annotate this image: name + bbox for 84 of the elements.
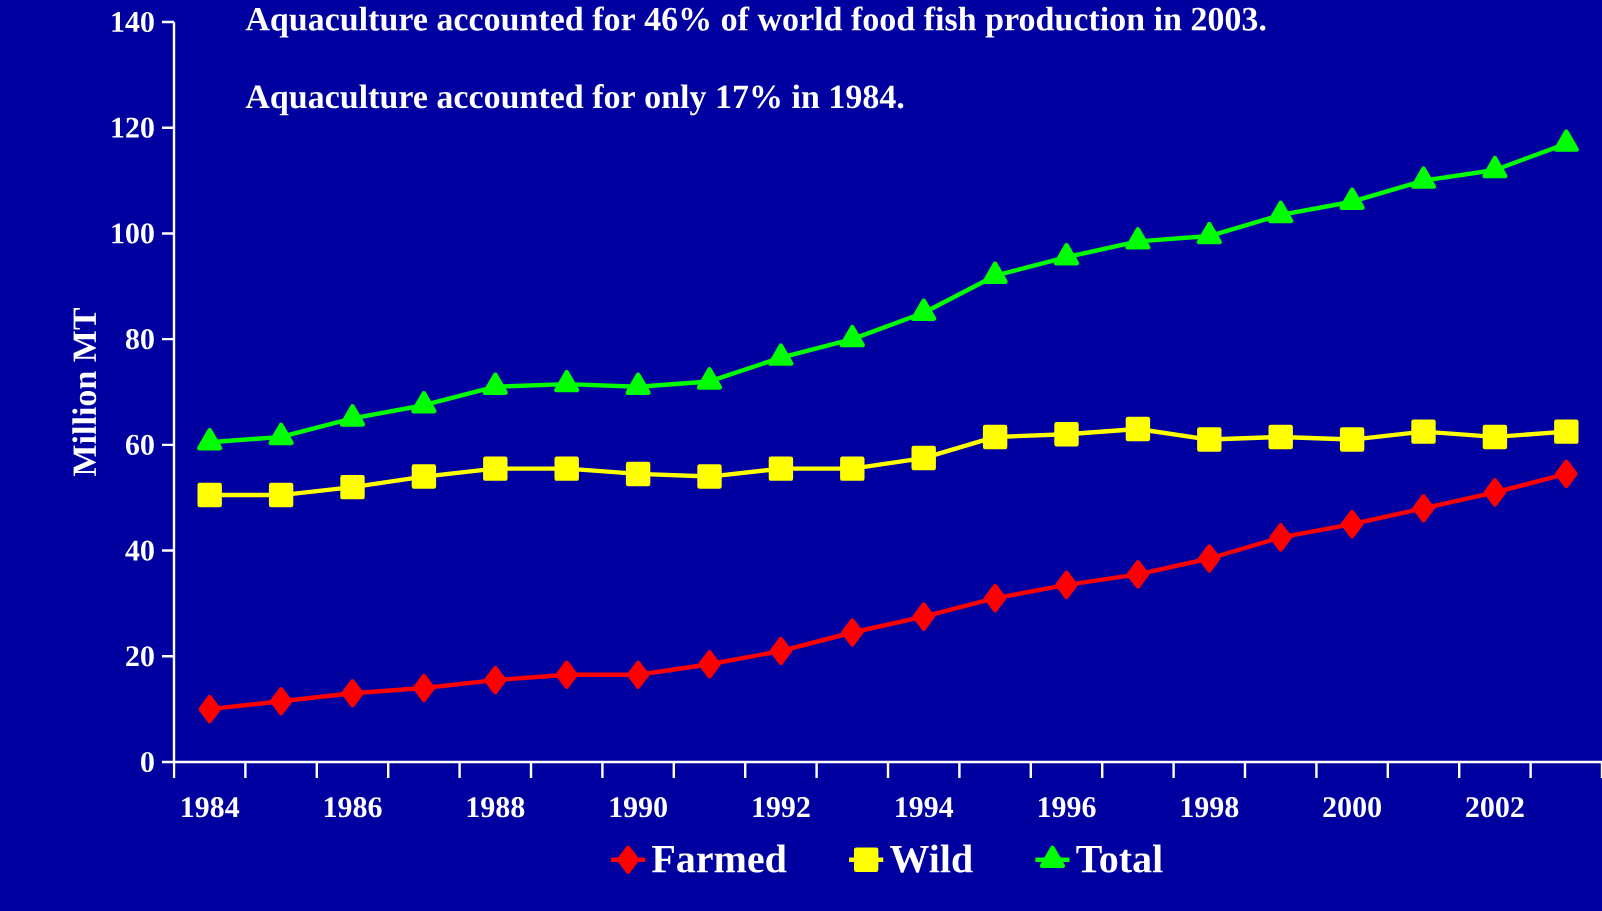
point (197, 428, 223, 451)
point (1126, 560, 1150, 589)
point (197, 482, 222, 508)
point (484, 665, 507, 695)
x-tick-label: 1994 (896, 797, 954, 818)
annotation: Aquaculture accounted for 46% of world food fish production in 2003. (245, 6, 1266, 38)
point (1340, 509, 1364, 539)
point (982, 261, 1008, 284)
point (269, 687, 293, 716)
point (1198, 544, 1221, 573)
point (768, 456, 794, 481)
point (411, 391, 437, 414)
point (1055, 570, 1078, 600)
point (1482, 424, 1508, 450)
point (1339, 187, 1365, 210)
point (412, 673, 436, 703)
point (841, 618, 864, 647)
point (1339, 427, 1365, 452)
point (982, 424, 1008, 450)
x-tick-label: 1984 (182, 797, 240, 818)
point (698, 650, 721, 679)
x-tick-label: 1996 (1038, 797, 1096, 818)
point (768, 343, 794, 366)
point (1196, 221, 1222, 245)
point (555, 660, 578, 689)
y-tick-label: 100 (112, 223, 154, 244)
point (839, 324, 865, 348)
point (1125, 416, 1151, 442)
x-tick-label: 1990 (610, 797, 667, 818)
annotation: Aquaculture accounted for only 17% in 1984. (245, 84, 904, 116)
point (1125, 227, 1151, 250)
point (268, 482, 294, 508)
point (840, 456, 865, 481)
point (1268, 200, 1294, 224)
point (625, 461, 651, 487)
point (411, 464, 437, 489)
point (1554, 419, 1579, 444)
point (983, 583, 1007, 613)
point (1269, 523, 1292, 552)
point (268, 422, 294, 446)
point (1410, 166, 1437, 189)
legend-label: Total (1076, 844, 1163, 873)
point (1553, 129, 1579, 152)
x-tick-label: 2002 (1466, 797, 1524, 818)
legend-label: Farmed (652, 844, 787, 873)
point (1054, 422, 1079, 447)
legend-label: Wild (889, 844, 973, 873)
x-tick-label: 1998 (1181, 797, 1239, 818)
y-tick-label: 140 (112, 11, 154, 33)
point (697, 464, 722, 489)
point (625, 372, 651, 395)
y-tick-label: 20 (126, 646, 154, 667)
point (483, 456, 508, 481)
y-tick-label: 40 (125, 540, 154, 561)
point (1053, 243, 1080, 266)
point (340, 474, 365, 500)
point (1412, 494, 1435, 523)
point (911, 298, 937, 321)
y-tick-label: 80 (125, 329, 154, 350)
point (341, 679, 364, 708)
y-tick-label: 0 (141, 751, 154, 773)
point (1482, 155, 1508, 179)
point (769, 636, 793, 666)
point (198, 694, 221, 724)
y-axis-title: Million MT (72, 307, 97, 476)
point (696, 367, 723, 390)
y-tick-label: 60 (125, 434, 154, 455)
point (1197, 427, 1222, 452)
point (554, 369, 580, 393)
point (339, 404, 366, 427)
point (626, 660, 650, 689)
point (482, 372, 508, 395)
point (911, 445, 936, 471)
x-tick-label: 1988 (467, 797, 525, 818)
x-tick-label: 1992 (753, 797, 810, 818)
point (1483, 478, 1507, 507)
y-tick-label: 120 (112, 117, 154, 138)
x-tick-label: 2000 (1323, 797, 1381, 818)
point (1555, 459, 1578, 489)
x-tick-label: 1986 (324, 797, 382, 818)
point (554, 456, 579, 481)
point (912, 602, 935, 631)
point (1268, 424, 1293, 450)
point (1411, 419, 1436, 444)
